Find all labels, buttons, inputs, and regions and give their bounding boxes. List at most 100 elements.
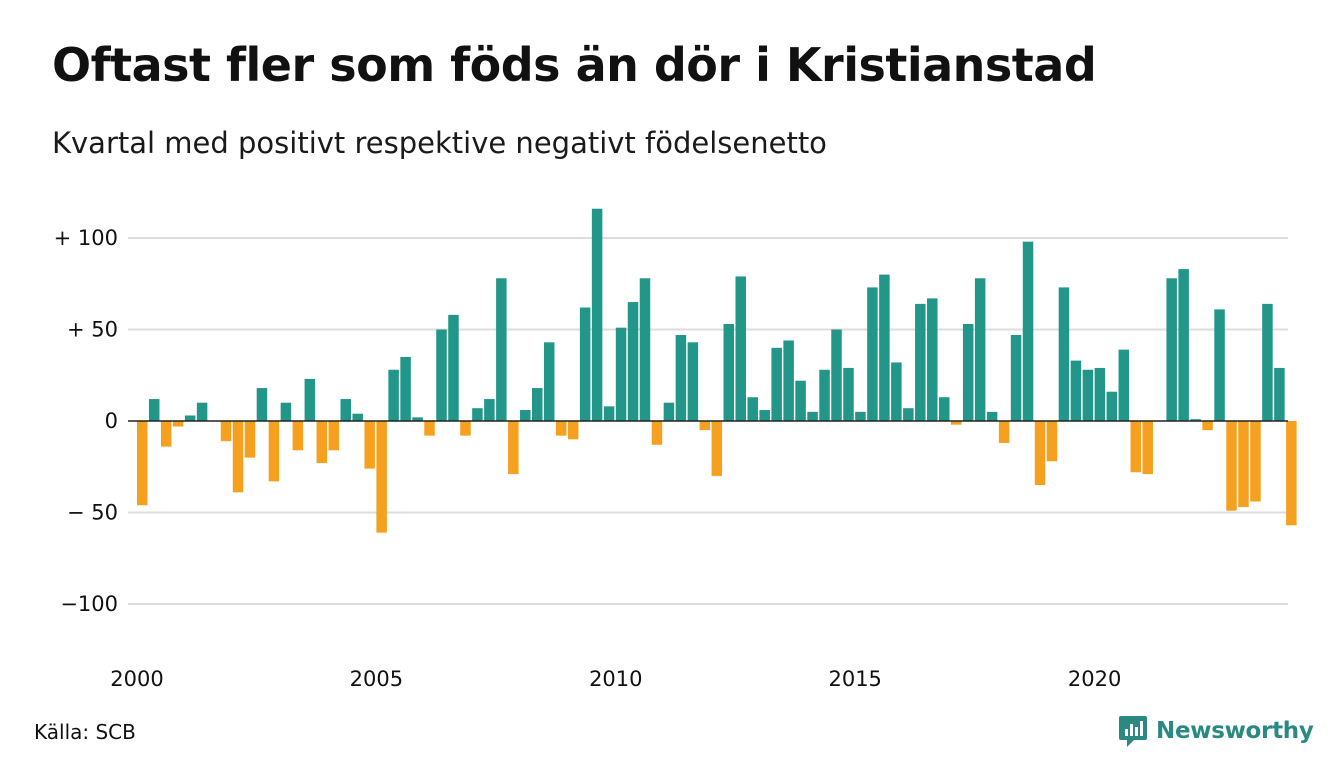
bar-positive [304,378,316,421]
bar-negative [1226,421,1237,511]
bar-negative [1238,421,1249,508]
bar-negative [424,421,435,436]
bar-positive [747,397,758,421]
chart-subtitle: Kvartal med positivt respektive negativt… [52,126,827,160]
bar-positive [1022,241,1034,421]
bar-negative [651,421,663,445]
bar-positive [795,380,806,421]
bar-positive [938,397,950,421]
bar-positive [1010,334,1022,421]
newsworthy-logo-icon [1119,716,1147,747]
bar-positive [1118,349,1130,421]
bar-positive [436,329,447,421]
bar-negative [160,421,172,447]
bar-positive [412,417,423,421]
x-tick-label: 2015 [828,667,881,691]
bar-positive [759,410,770,421]
bar-positive [735,276,746,421]
bar-negative [244,421,256,458]
bar-negative [1046,421,1058,462]
bar-negative [1286,421,1297,526]
bar-positive [388,369,399,421]
bar-negative [172,421,184,427]
bar-negative [1034,421,1046,486]
bar-negative [137,421,148,506]
bar-positive [927,298,938,421]
bar-negative [292,421,304,451]
bar-positive [543,342,555,421]
bar-negative [699,421,711,431]
bar-positive [1082,369,1094,421]
bar-positive [831,329,842,421]
bar-positive [352,413,363,421]
bar-negative [508,421,519,475]
bar-positive [184,415,196,421]
bar-positive [520,410,531,421]
bar-negative [1250,421,1261,502]
bar-negative [220,421,232,442]
y-tick-label: 0 [105,409,118,433]
bar-negative [555,421,567,436]
bar-positive [855,411,866,421]
x-tick-label: 2020 [1068,667,1121,691]
bar-positive [819,369,830,421]
bar-positive [663,402,675,421]
bar-positive [603,406,615,421]
bar-positive [1094,367,1106,421]
bar-positive [843,367,854,421]
bar-positive [484,399,495,421]
bar-chart: + 100 + 50 0 − 50 −100 2000 2005 2010 2015 2020 [54,208,1297,691]
bar-positive [627,302,639,421]
bar-negative [316,421,328,464]
bar-negative [711,421,723,476]
bar-positive [448,314,459,421]
brand-name: Newsworthy [1156,718,1314,744]
y-tick-label: − 50 [67,501,118,525]
bar-positive [807,411,818,421]
bar-positive [867,287,878,421]
bar-positive [1058,287,1070,421]
bar-positive [915,303,926,421]
bar-positive [579,307,591,421]
bar-positive [196,402,208,421]
bar-positive [1214,309,1225,421]
x-tick-label: 2000 [110,667,163,691]
bar-positive [400,356,411,421]
bar-positive [783,340,794,421]
bar-positive [974,278,986,421]
bar-positive [962,324,974,421]
bar-positive [1070,360,1082,421]
bar-positive [675,334,687,421]
bar-positive [256,388,268,421]
bar-negative [232,421,244,493]
bar-positive [1106,391,1118,421]
bar-negative [364,421,375,469]
bar-positive [340,399,351,421]
bar-positive [986,411,998,421]
x-tick-label: 2010 [589,667,642,691]
y-tick-label: −100 [60,592,118,616]
bar-positive [1274,367,1285,421]
bar-negative [1202,421,1213,431]
bar-negative [998,421,1010,443]
bar-negative [460,421,471,436]
bar-positive [148,399,160,421]
bar-positive [532,388,543,421]
bar-positive [723,324,735,421]
bar-positive [1166,278,1177,421]
bar-positive [1262,303,1273,421]
brand-logo: Newsworthy [1118,714,1314,748]
bar-positive [687,342,699,421]
y-tick-label: + 50 [67,318,118,342]
bar-negative [1142,421,1153,475]
bar-positive [639,278,651,421]
chart-title: Oftast fler som föds än dör i Kristianst… [52,38,1097,92]
bar-positive [771,347,782,421]
bar-positive [903,408,914,421]
bar-negative [328,421,340,451]
bar-positive [891,362,902,421]
bar-positive [879,274,890,421]
bar-positive [591,208,603,421]
bar-positive [280,402,292,421]
bar-negative [1130,421,1142,473]
